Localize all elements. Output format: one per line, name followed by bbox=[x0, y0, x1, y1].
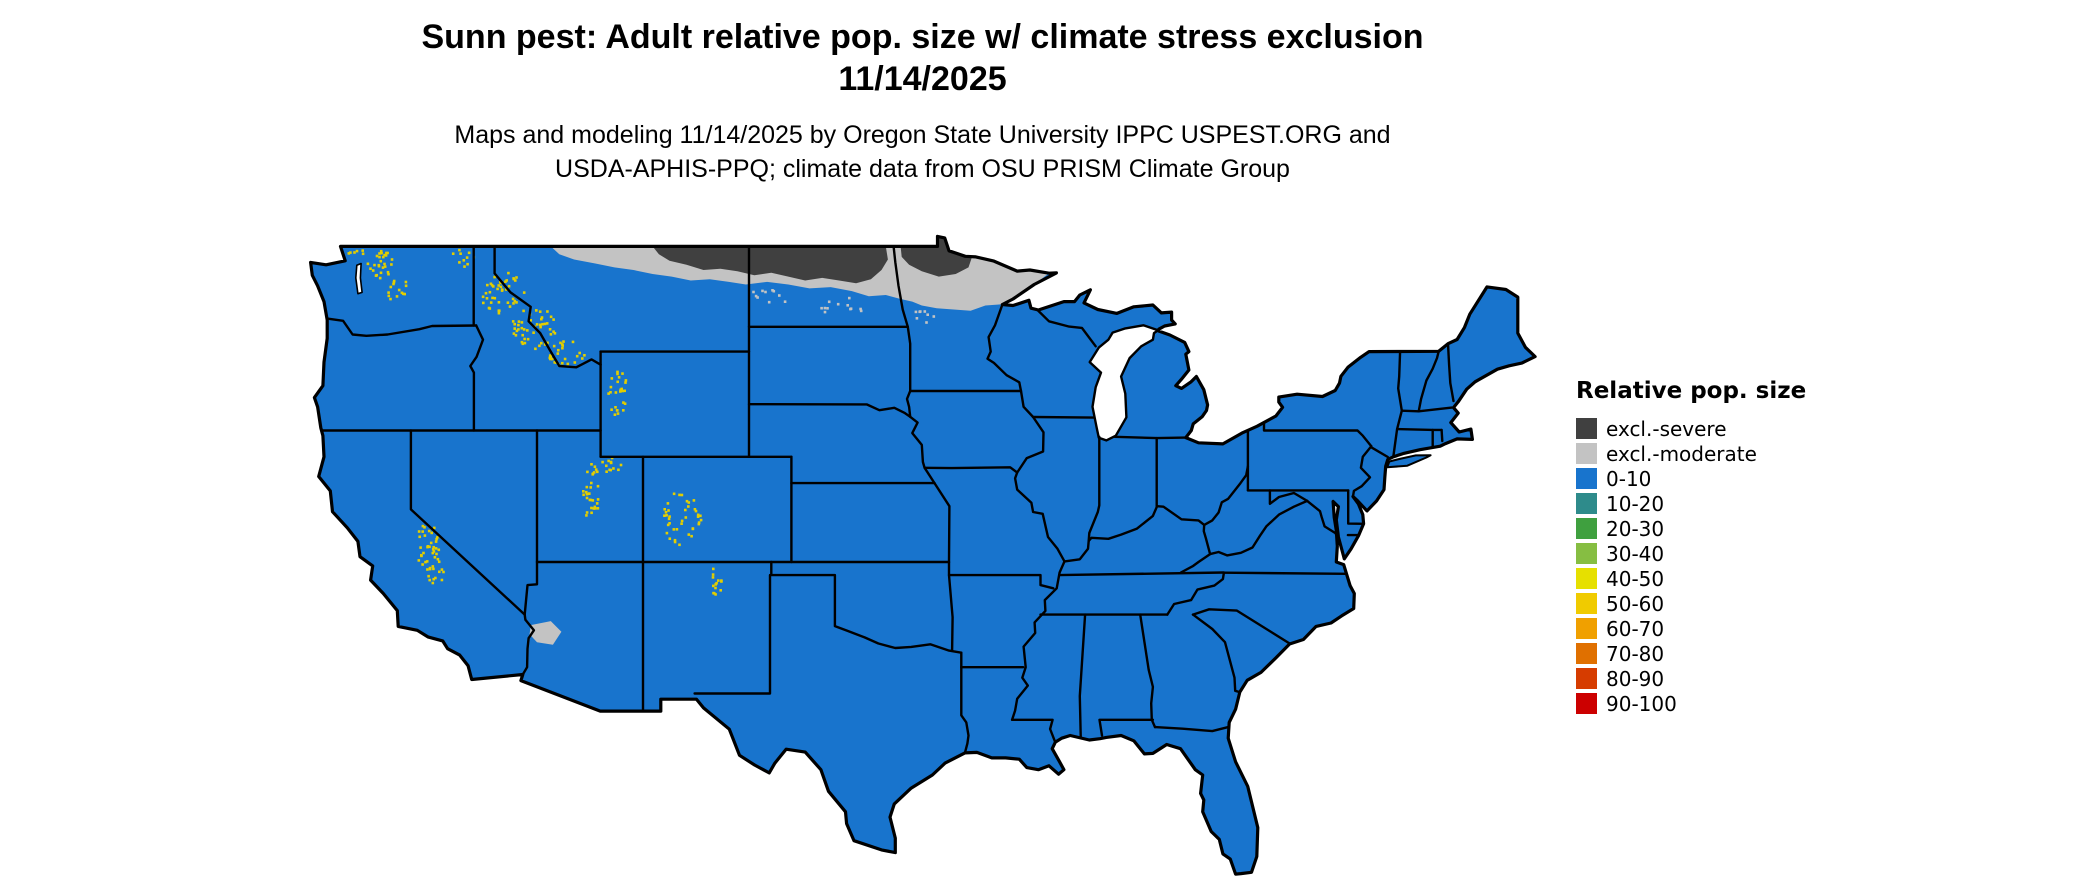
mountain-speckles bbox=[347, 241, 936, 596]
legend-item-label: excl.-severe bbox=[1606, 416, 1727, 441]
legend-title: Relative pop. size bbox=[1576, 378, 1807, 404]
legend-item-label: 60-70 bbox=[1606, 616, 1665, 641]
us-outline bbox=[309, 234, 1537, 876]
legend-item-label: 80-90 bbox=[1606, 666, 1665, 691]
page-title: Sunn pest: Adult relative pop. size w/ c… bbox=[421, 18, 1424, 56]
legend-swatch bbox=[1576, 468, 1597, 489]
legend-item: 50-60 bbox=[1576, 591, 1826, 616]
legend-item: excl.-moderate bbox=[1576, 441, 1826, 466]
legend-swatch bbox=[1576, 418, 1597, 439]
us-map bbox=[309, 234, 1537, 876]
legend-item-label: 0-10 bbox=[1606, 466, 1652, 491]
legend-swatch bbox=[1576, 493, 1597, 514]
exclusion-overlays bbox=[529, 236, 1049, 645]
us-base-fill bbox=[310, 236, 1536, 875]
long-island bbox=[1386, 454, 1432, 469]
legend-item: 30-40 bbox=[1576, 541, 1826, 566]
legend-item: 60-70 bbox=[1576, 616, 1826, 641]
legend: Relative pop. size excl.-severe excl.-mod… bbox=[1576, 378, 1826, 716]
subtitle-line1: Maps and modeling 11/14/2025 by Oregon S… bbox=[454, 121, 1391, 149]
legend-item: 40-50 bbox=[1576, 566, 1826, 591]
exclusion-severe-region bbox=[652, 246, 888, 284]
page-title-date: 11/14/2025 bbox=[838, 60, 1007, 98]
legend-item: 70-80 bbox=[1576, 641, 1826, 666]
legend-swatch bbox=[1576, 543, 1597, 564]
legend-item-label: 40-50 bbox=[1606, 566, 1665, 591]
legend-swatch bbox=[1576, 568, 1597, 589]
legend-item: 20-30 bbox=[1576, 516, 1826, 541]
legend-item-label: 90-100 bbox=[1606, 691, 1677, 716]
legend-item: 90-100 bbox=[1576, 691, 1826, 716]
legend-items: excl.-severe excl.-moderate 0-10 10-20 20-30… bbox=[1576, 416, 1826, 716]
legend-swatch bbox=[1576, 618, 1597, 639]
legend-swatch bbox=[1576, 643, 1597, 664]
legend-swatch bbox=[1576, 693, 1597, 714]
legend-item-label: 10-20 bbox=[1606, 491, 1665, 516]
legend-swatch bbox=[1576, 593, 1597, 614]
legend-item-label: 30-40 bbox=[1606, 541, 1665, 566]
legend-item: excl.-severe bbox=[1576, 416, 1826, 441]
legend-swatch bbox=[1576, 668, 1597, 689]
map-figure bbox=[289, 224, 1549, 892]
legend-item: 10-20 bbox=[1576, 491, 1826, 516]
legend-swatch bbox=[1576, 443, 1597, 464]
legend-swatch bbox=[1576, 518, 1597, 539]
puget-sound bbox=[355, 262, 363, 295]
title-block: Sunn pest: Adult relative pop. size w/ c… bbox=[0, 16, 1845, 100]
state-borders bbox=[320, 245, 1455, 755]
lake-michigan bbox=[1088, 324, 1160, 442]
legend-item-label: 70-80 bbox=[1606, 641, 1665, 666]
subtitle-block: Maps and modeling 11/14/2025 by Oregon S… bbox=[0, 118, 1845, 186]
exclusion-moderate-region-az bbox=[529, 621, 562, 645]
legend-item-label: 50-60 bbox=[1606, 591, 1665, 616]
legend-item-label: excl.-moderate bbox=[1606, 441, 1757, 466]
legend-item-label: 20-30 bbox=[1606, 516, 1665, 541]
subtitle-line2: USDA-APHIS-PPQ; climate data from OSU PR… bbox=[555, 155, 1290, 183]
legend-item: 0-10 bbox=[1576, 466, 1826, 491]
legend-item: 80-90 bbox=[1576, 666, 1826, 691]
